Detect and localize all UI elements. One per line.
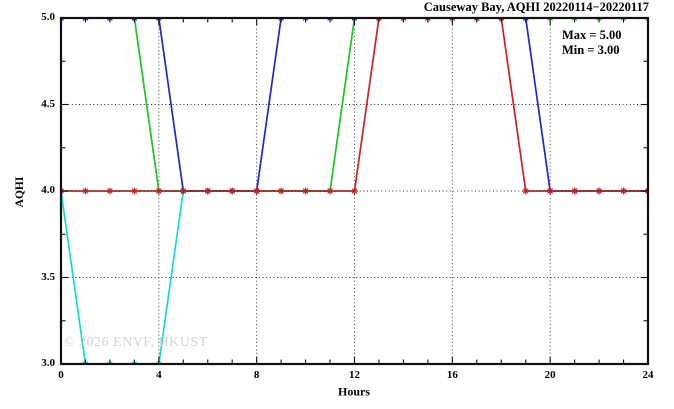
max-value-label: Max = 5.00 xyxy=(562,28,622,42)
y-tick-label: 4.0 xyxy=(41,184,55,196)
watermark: © 2026 ENVF, HKUST xyxy=(64,335,208,350)
min-value-label: Min = 3.00 xyxy=(562,42,620,57)
stats-annotation: Max = 5.00 Min = 3.00 xyxy=(562,28,622,57)
x-tick-label: 8 xyxy=(253,369,260,381)
chart-title: Causeway Bay, AQHI 20220114−20220117 xyxy=(423,0,649,14)
y-tick-label: 5.0 xyxy=(41,11,55,23)
y-tick-label: 3.5 xyxy=(41,270,55,283)
x-tick-label: 16 xyxy=(446,369,458,381)
x-tick-label: 20 xyxy=(544,369,556,381)
x-tick-label: 4 xyxy=(156,369,162,381)
y-tick-label: 3.0 xyxy=(41,357,55,369)
x-tick-label: 0 xyxy=(58,369,64,381)
y-tick-label: 4.5 xyxy=(41,97,55,110)
x-tick-label: 24 xyxy=(642,369,654,381)
x-tick-label: 12 xyxy=(349,369,360,381)
x-axis-label: Hours xyxy=(337,384,371,399)
